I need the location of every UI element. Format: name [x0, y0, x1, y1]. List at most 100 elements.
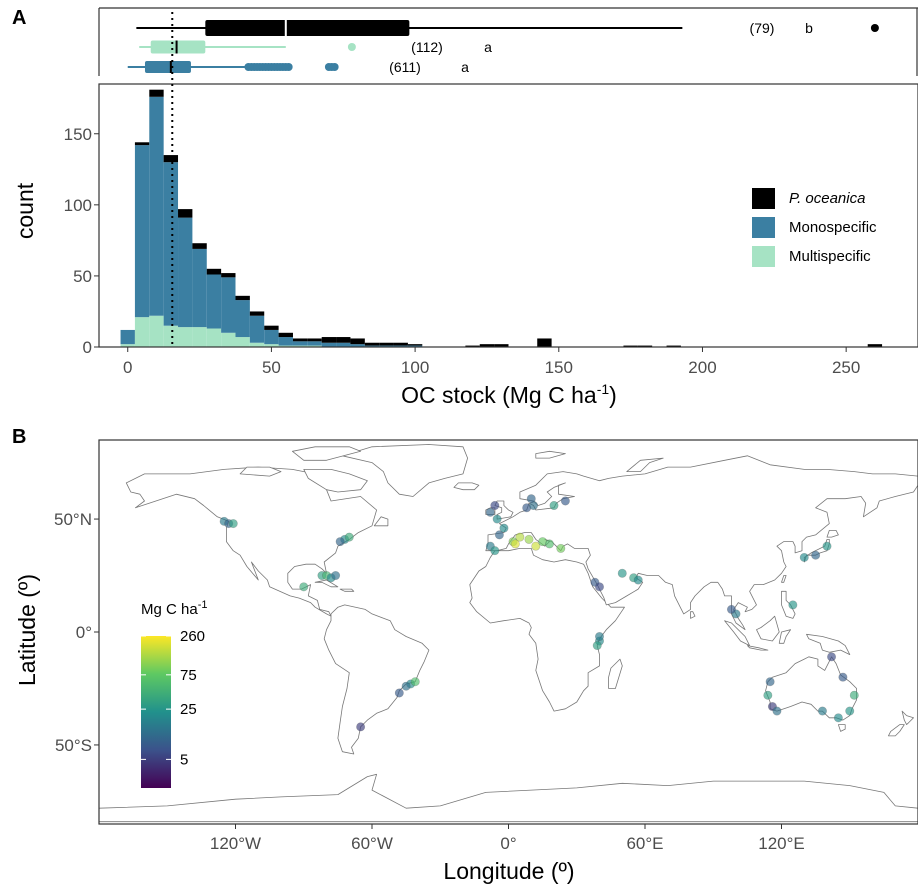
boxplot-group-letter: a [484, 39, 492, 55]
histogram-bar [350, 338, 365, 345]
coastline-hispaniola [339, 588, 355, 592]
histogram-bar [163, 325, 179, 347]
coastline-sulawesi [778, 629, 791, 644]
coastline-antarctica [99, 773, 918, 823]
legend-label: Multispecific [789, 248, 871, 265]
boxplot-n-label: (611) [389, 59, 421, 75]
colorbar-tick-label: 25 [180, 701, 197, 718]
sample-point [833, 713, 843, 723]
coastline-new-guinea [806, 633, 851, 655]
histogram-bar [249, 311, 265, 316]
histogram-bar [278, 332, 293, 338]
histogram-bar [178, 209, 193, 218]
sample-point [228, 519, 238, 529]
legend-key [752, 217, 775, 238]
boxplot-n-label: (79) [750, 20, 775, 36]
coastline-sumatra [724, 620, 750, 646]
sample-point [490, 501, 500, 511]
sample-point [560, 496, 570, 506]
histogram-bar [149, 96, 164, 316]
sample-point [531, 541, 541, 551]
x-tick-label: 100 [401, 358, 429, 377]
histogram-bar [149, 315, 164, 347]
coastline-north-america [125, 466, 378, 617]
histogram-bar [264, 329, 279, 345]
sample-point [849, 690, 859, 700]
histogram-bar [407, 344, 423, 346]
histogram-bar [264, 344, 279, 347]
coastline-madagascar [608, 658, 623, 689]
histogram-bar [479, 344, 495, 347]
coastline-new-zealand-south [888, 724, 905, 737]
x-tick-label: 120°W [210, 834, 261, 853]
histogram-bar [221, 332, 236, 347]
legend-label: P. oceanica [789, 190, 865, 207]
x-tick-label: 60°E [626, 834, 663, 853]
sample-point [485, 507, 495, 517]
coastline-baffin [303, 468, 368, 493]
x-tick-label: 200 [688, 358, 716, 377]
sample-point [331, 571, 341, 581]
x-tick-label: 60°W [351, 834, 393, 853]
coastline-borneo [756, 615, 780, 642]
x-tick-label: 50 [262, 358, 281, 377]
panel-b-label: B [12, 426, 26, 448]
coastline-philippines [781, 590, 796, 619]
histogram-axes: 0 50 100 150 200 250 0 50 100 150 [64, 12, 918, 377]
colorbar-tick-label: 260 [180, 628, 205, 645]
sample-point [633, 575, 643, 585]
sample-point [788, 600, 798, 610]
histogram-bar [379, 345, 394, 347]
sample-point [838, 672, 848, 682]
histogram-bar [393, 342, 408, 346]
sample-point [492, 514, 502, 524]
map-content [99, 444, 918, 823]
histogram-bar [336, 337, 351, 343]
sample-point [490, 546, 500, 556]
sample-point [344, 532, 354, 542]
sample-point [335, 537, 345, 547]
boxplot-group-letter: a [461, 59, 469, 75]
boxplot-group-letter: b [805, 20, 813, 36]
sample-point [772, 706, 782, 716]
sample-point [494, 530, 504, 540]
coastline-sri-lanka [690, 611, 696, 619]
legend-label: Monospecific [789, 219, 877, 236]
sample-point [544, 539, 554, 549]
x-axis-title-b: Longitude (º) [443, 858, 574, 884]
histogram-bar [235, 337, 250, 347]
sample-point [526, 494, 536, 504]
colorbar-legend: Mg C ha-1 260 75 25 5 [141, 599, 207, 788]
histogram-bar [134, 317, 150, 347]
coastline-svalbard [535, 450, 566, 459]
histogram-bar [867, 344, 883, 347]
sample-point [499, 523, 509, 533]
boxplot-outlier [330, 63, 339, 71]
histogram-bar [623, 345, 638, 347]
histogram-bar [221, 273, 236, 278]
histogram-bar [292, 338, 308, 342]
histogram-bar [178, 327, 193, 347]
y-tick-label: 0 [83, 338, 92, 357]
boxplot-box [150, 40, 206, 54]
y-tick-label: 50°N [54, 510, 92, 529]
sample-point [401, 681, 411, 691]
sample-point [799, 552, 809, 562]
histogram-bar [364, 345, 380, 347]
histogram-bar [393, 345, 408, 347]
coastline-newfoundland [373, 516, 389, 527]
histogram-bar [321, 342, 337, 347]
histogram-bar [163, 162, 179, 326]
histogram-bar [379, 342, 394, 346]
legend-key [752, 188, 775, 209]
histogram-bar [192, 248, 207, 328]
colorbar-tick-label: 75 [180, 667, 197, 684]
sample-point [726, 604, 736, 614]
histogram-bar [264, 325, 279, 330]
sample-point [594, 582, 604, 592]
colorbar-tick-label: 5 [180, 751, 188, 768]
y-tick-label: 0° [76, 623, 92, 642]
histogram-bar [120, 329, 135, 345]
histogram-bar [192, 327, 207, 347]
sample-point [594, 632, 604, 642]
